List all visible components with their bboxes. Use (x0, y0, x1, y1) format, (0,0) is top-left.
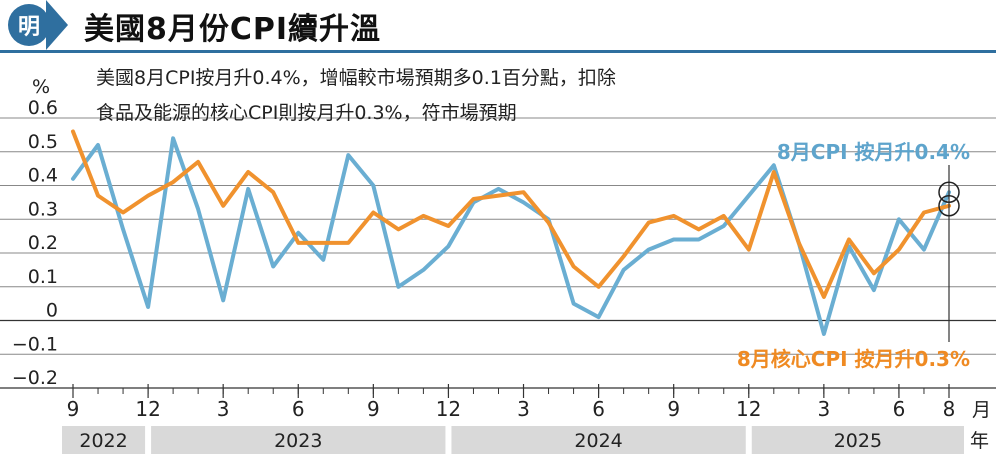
x-tick-label: 9 (67, 397, 80, 421)
x-tick-label: 9 (667, 397, 680, 421)
y-tick-label: 0.2 (28, 232, 58, 254)
y-tick-label: 0.6 (28, 97, 58, 119)
y-tick-label: −0.2 (12, 367, 58, 389)
x-tick-label: 3 (217, 397, 230, 421)
year-label: 2023 (274, 430, 322, 452)
y-tick-label: 0 (46, 300, 58, 322)
year-unit: 年 (970, 430, 989, 452)
y-axis: 0.6 0.5 0.4 0.3 0.2 0.1 0 −0.1 −0.2% (12, 76, 58, 389)
y-tick-label: 0.1 (28, 266, 58, 288)
cpi-line (71, 136, 951, 336)
logo-char: 明 (17, 15, 40, 40)
core-latest-marker (938, 195, 960, 217)
logo-wedge-shape (46, 0, 68, 50)
year-label: 2022 (79, 430, 127, 452)
y-tick-label: 0.4 (28, 165, 58, 187)
chart-title: 美國8月份CPI續升溫 (84, 12, 382, 47)
year-band (751, 426, 964, 454)
note-line-2: 食品及能源的核心CPI則按月升0.3%，符市場預期 (96, 102, 517, 124)
series-labels: 8月CPI 按月升0.4% 8月核心CPI 按月升0.3% (737, 140, 970, 371)
newspaper-logo: 明 (8, 4, 50, 46)
x-tick-label: 6 (893, 397, 906, 421)
latest-markers (938, 165, 960, 342)
x-tick-label: 6 (592, 397, 605, 421)
cpi-series-label: 8月CPI 按月升0.4% (777, 140, 970, 164)
x-tick-label: 12 (135, 397, 160, 421)
year-band (451, 426, 746, 454)
x-axis-unit: 月 (972, 399, 991, 421)
x-axis: 9 12 3 6 9 12 3 6 9 12 3 6 8 月 (0, 384, 996, 421)
x-tick-label: 3 (517, 397, 530, 421)
y-tick-label: 0.5 (28, 131, 58, 153)
year-band (62, 426, 146, 454)
core-cpi-line (71, 129, 951, 299)
y-tick-label: 0.3 (28, 198, 58, 220)
cpi-latest-marker (938, 181, 960, 203)
year-label: 2025 (834, 430, 882, 452)
x-tick-label: 9 (367, 397, 380, 421)
x-tick-label: 12 (736, 397, 761, 421)
chart-note: 美國8月CPI按月升0.4%，增幅較市場預期多0.1百分點，扣除 食品及能源的核… (96, 67, 616, 124)
note-line-1: 美國8月CPI按月升0.4%，增幅較市場預期多0.1百分點，扣除 (96, 67, 616, 89)
x-tick-label: 3 (817, 397, 830, 421)
y-axis-unit: % (32, 76, 50, 98)
year-bands: 2022 2023 2024 2025 年 (62, 426, 989, 454)
y-tick-label: −0.1 (12, 333, 58, 355)
chart-header: 明 美國8月份CPI續升溫 (0, 0, 996, 53)
year-label: 2024 (574, 430, 622, 452)
x-tick-label: 12 (436, 397, 461, 421)
x-tick-label: 8 (943, 397, 956, 421)
header-rule (0, 50, 996, 53)
year-band (151, 426, 446, 454)
x-tick-label: 6 (292, 397, 305, 421)
series-lines (71, 129, 951, 336)
core-cpi-series-label: 8月核心CPI 按月升0.3% (737, 347, 970, 371)
